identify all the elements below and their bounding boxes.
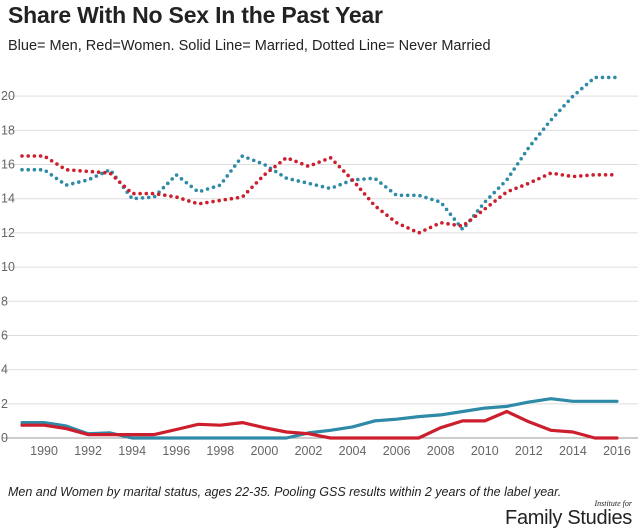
x-tick-label: 2004 <box>339 444 367 458</box>
y-tick-label: 16 <box>1 158 15 172</box>
men-dotted-series-line <box>20 75 619 232</box>
x-tick-label: 2012 <box>515 444 543 458</box>
x-tick-label: 1992 <box>74 444 102 458</box>
y-tick-label: 14 <box>1 192 15 206</box>
women-dotted-series-line <box>20 154 619 235</box>
men-solid-series-line <box>20 397 619 440</box>
x-tick-label: 2014 <box>559 444 587 458</box>
y-tick-label: 18 <box>1 123 15 137</box>
x-tick-label: 1990 <box>30 444 58 458</box>
chart-subtitle: Blue= Men, Red=Women. Solid Line= Marrie… <box>8 38 491 54</box>
x-tick-label: 1996 <box>162 444 190 458</box>
x-tick-label: 2002 <box>295 444 323 458</box>
institute-for-family-studies-logo: Institute for Family Studies <box>505 499 632 529</box>
y-tick-label: 4 <box>1 363 8 377</box>
x-tick-label: 2016 <box>603 444 631 458</box>
y-axis-ticks: 0 2 4 6 8 10 12 14 16 18 20 <box>1 89 15 445</box>
chart-note: Men and Women by marital status, ages 22… <box>8 485 562 499</box>
x-tick-label: 2000 <box>250 444 278 458</box>
x-tick-label: 2006 <box>383 444 411 458</box>
chart-title: Share With No Sex In the Past Year <box>8 2 383 28</box>
y-tick-label: 6 <box>1 328 8 342</box>
series-lines <box>20 75 619 440</box>
y-tick-label: 2 <box>1 397 8 411</box>
x-tick-label: 2008 <box>427 444 455 458</box>
y-tick-label: 8 <box>1 294 8 308</box>
women-solid-series-line <box>20 409 619 440</box>
y-tick-label: 0 <box>1 431 8 445</box>
y-tick-label: 20 <box>1 89 15 103</box>
line-chart: 1990 1992 1994 1996 1998 2000 2002 2004 2006 2008… <box>1 75 638 458</box>
gridlines <box>2 95 638 439</box>
y-tick-label: 12 <box>1 226 15 240</box>
logo-small-text: Institute for <box>594 499 632 508</box>
y-tick-label: 10 <box>1 260 15 274</box>
x-tick-label: 1994 <box>118 444 146 458</box>
x-tick-label: 1998 <box>206 444 234 458</box>
x-axis-ticks: 1990 1992 1994 1996 1998 2000 2002 2004 2006 2008… <box>30 444 631 458</box>
logo-big-text: Family Studies <box>505 507 632 529</box>
x-tick-label: 2010 <box>471 444 499 458</box>
